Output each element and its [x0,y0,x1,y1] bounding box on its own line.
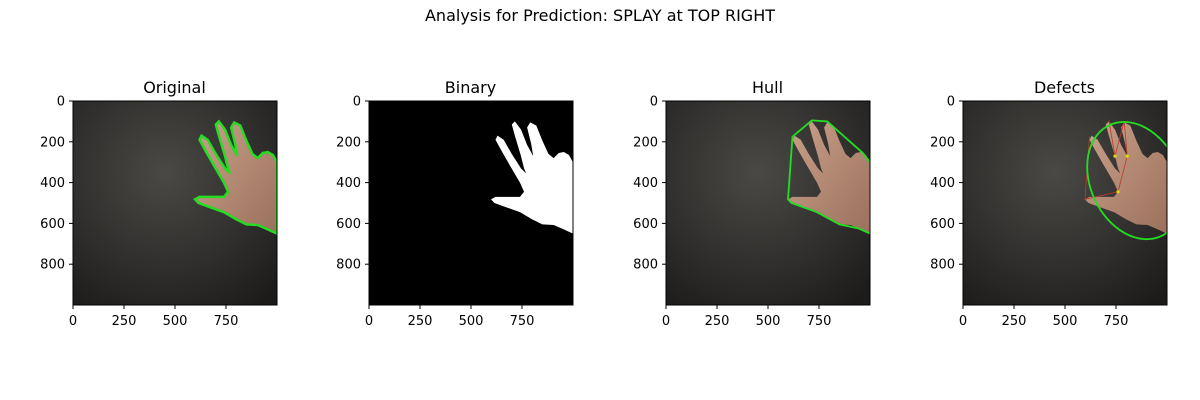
x-axis-ticks: 0 250 500 750 [662,305,832,329]
panel-defects: Defects 0 250 500 750 0 200 400 600 800 [930,78,1168,329]
y-tick-label: 200 [40,135,65,150]
x-tick-label: 500 [163,314,188,329]
y-tick-label: 400 [336,176,361,191]
convex-hull [787,119,870,235]
y-tick-label: 600 [40,217,65,232]
y-tick-label: 400 [633,176,658,191]
x-tick-label: 0 [365,314,373,329]
x-axis-ticks: 0 250 500 750 [959,305,1129,329]
x-tick-label: 250 [112,314,137,329]
x-tick-label: 750 [807,314,832,329]
defect-point [1116,190,1120,194]
y-tick-label: 600 [336,217,361,232]
panel-binary: Binary 0 250 500 750 0 200 400 600 800 [336,78,574,329]
x-tick-label: 500 [459,314,484,329]
defect-point [1113,154,1117,158]
x-tick-label: 250 [1002,314,1027,329]
defect-point [1125,154,1129,158]
y-axis-ticks: 0 200 400 600 800 [336,95,369,273]
y-tick-label: 0 [353,95,361,110]
y-tick-label: 0 [947,95,955,110]
panel-title: Original [143,78,206,97]
y-tick-label: 200 [336,135,361,150]
y-tick-label: 600 [633,217,658,232]
fitted-ellipse [1086,121,1167,241]
y-axis-ticks: 0 200 400 600 800 [930,95,963,273]
y-tick-label: 600 [930,217,955,232]
y-tick-label: 0 [57,95,65,110]
panel-hull: Hull 0 250 500 750 0 200 400 600 800 [633,78,871,329]
y-tick-label: 400 [930,176,955,191]
x-tick-label: 0 [662,314,670,329]
x-tick-label: 250 [705,314,730,329]
x-axis-ticks: 0 250 500 750 [69,305,239,329]
x-tick-label: 750 [1104,314,1129,329]
y-tick-label: 400 [40,176,65,191]
x-tick-label: 500 [756,314,781,329]
y-tick-label: 200 [930,135,955,150]
panel-title: Defects [1034,78,1095,97]
image-area [963,101,1167,305]
x-tick-label: 0 [959,314,967,329]
y-tick-label: 200 [633,135,658,150]
y-tick-label: 0 [650,95,658,110]
y-tick-label: 800 [930,258,955,273]
y-tick-label: 800 [633,258,658,273]
x-tick-label: 250 [408,314,433,329]
x-tick-label: 0 [69,314,77,329]
figure-suptitle: Analysis for Prediction: SPLAY at TOP RI… [425,6,775,25]
x-tick-label: 500 [1053,314,1078,329]
y-tick-label: 800 [336,258,361,273]
x-axis-ticks: 0 250 500 750 [365,305,535,329]
image-area [666,101,870,305]
x-tick-label: 750 [214,314,239,329]
x-tick-label: 750 [510,314,535,329]
y-tick-label: 800 [40,258,65,273]
panel-title: Hull [752,78,783,97]
image-area [369,101,573,305]
y-axis-ticks: 0 200 400 600 800 [633,95,666,273]
panel-title: Binary [445,78,496,97]
panel-original: Original 0 250 500 750 0 200 400 600 800 [40,78,278,329]
image-area [73,101,277,305]
y-axis-ticks: 0 200 400 600 800 [40,95,73,273]
